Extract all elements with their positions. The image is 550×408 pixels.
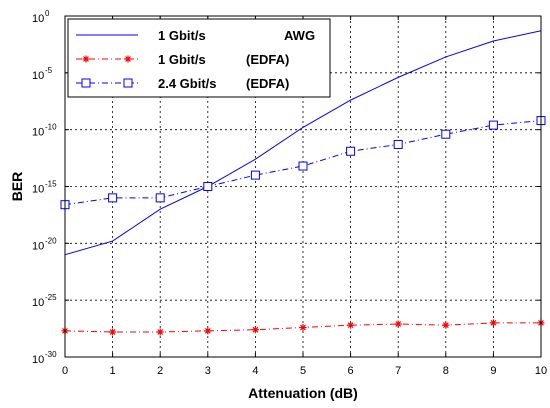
y-tick-label: 10 -30 bbox=[32, 350, 57, 366]
data-point-square bbox=[298, 161, 308, 171]
data-point-star bbox=[489, 319, 497, 327]
data-point-star bbox=[204, 327, 212, 335]
data-point-square bbox=[203, 182, 213, 191]
data-point-star bbox=[347, 321, 355, 329]
legend-suffix: (EDFA) bbox=[246, 76, 289, 91]
y-tick-label: 10 -10 bbox=[32, 123, 57, 139]
y-tick-label: 10 -5 bbox=[32, 66, 53, 82]
legend-name: 1 Gbit/s bbox=[158, 52, 206, 67]
star-stroke bbox=[125, 56, 131, 62]
x-tick-label: 4 bbox=[252, 365, 258, 377]
star-stroke bbox=[395, 321, 402, 327]
y-tick-base: 10 bbox=[32, 354, 44, 366]
y-tick-base: 10 bbox=[32, 70, 44, 82]
y-tick-exponent: -5 bbox=[45, 66, 53, 75]
legend-entry: 1 Gbit/s AWG bbox=[76, 28, 315, 43]
y-tick-exponent: -10 bbox=[45, 123, 57, 132]
y-tick-exponent: -20 bbox=[45, 236, 57, 245]
y-tick-exponent: 0 bbox=[45, 9, 50, 18]
y-tick-base: 10 bbox=[32, 127, 44, 139]
x-tick-label: 9 bbox=[490, 365, 496, 377]
x-axis-label: Attenuation (dB) bbox=[248, 385, 358, 401]
y-tick-base: 10 bbox=[32, 240, 44, 252]
star-stroke bbox=[204, 327, 211, 334]
data-point-star bbox=[299, 323, 307, 331]
legend-suffix: AWG bbox=[284, 28, 315, 43]
data-point-star bbox=[394, 320, 402, 328]
y-tick-exponent: -25 bbox=[45, 293, 57, 302]
data-point-square bbox=[81, 78, 91, 88]
legend-box bbox=[67, 18, 331, 98]
y-tick-base: 10 bbox=[32, 184, 44, 196]
x-tick-label: 7 bbox=[395, 365, 401, 377]
star-stroke bbox=[347, 322, 354, 329]
data-point-square bbox=[123, 78, 133, 88]
x-axis-ticks: 0 1 2 3 4 5 6 7 8 9 10 bbox=[62, 16, 547, 377]
y-axis-label: BER bbox=[9, 172, 25, 202]
y-tick-exponent: -15 bbox=[45, 180, 57, 189]
series-0 bbox=[64, 30, 542, 256]
data-point-star bbox=[124, 55, 132, 63]
star-stroke bbox=[442, 322, 449, 329]
star-stroke bbox=[109, 329, 116, 335]
data-point-square bbox=[155, 193, 165, 203]
star-stroke bbox=[83, 56, 89, 62]
y-tick-base: 10 bbox=[32, 13, 44, 25]
x-tick-label: 6 bbox=[348, 365, 354, 377]
data-point-star bbox=[251, 326, 259, 334]
x-tick-label: 10 bbox=[535, 365, 547, 377]
legend-entry: 2.4 Gbit/s (EDFA) bbox=[76, 76, 289, 91]
y-tick-exponent: -30 bbox=[45, 350, 57, 359]
series-line bbox=[64, 120, 542, 206]
legend-suffix: (EDFA) bbox=[246, 52, 289, 67]
x-tick-label: 8 bbox=[443, 365, 449, 377]
legend-entry: 1 Gbit/s (EDFA) bbox=[76, 52, 289, 67]
y-tick-base: 10 bbox=[32, 297, 44, 309]
y-tick-label: 10 -15 bbox=[32, 180, 57, 196]
x-tick-label: 0 bbox=[62, 365, 68, 377]
data-point-square bbox=[441, 129, 451, 139]
x-tick-label: 5 bbox=[300, 365, 306, 377]
x-tick-label: 1 bbox=[110, 365, 116, 377]
x-tick-label: 3 bbox=[205, 365, 211, 377]
x-tick-label: 2 bbox=[157, 365, 163, 377]
series-line bbox=[64, 30, 542, 256]
star-stroke bbox=[300, 324, 306, 331]
star-stroke bbox=[490, 320, 497, 326]
legend: 1 Gbit/s AWG 1 Gbit/s (EDFA) 2.4 Gbit/s (EDFA… bbox=[67, 18, 331, 98]
star-stroke bbox=[252, 326, 259, 333]
y-tick-label: 10 -20 bbox=[32, 236, 57, 252]
data-point-star bbox=[156, 328, 164, 336]
data-point-square bbox=[488, 120, 498, 130]
data-point-square bbox=[346, 146, 356, 156]
star-stroke bbox=[157, 329, 164, 335]
legend-name: 1 Gbit/s bbox=[158, 28, 206, 43]
series-layer bbox=[60, 30, 546, 336]
data-point-star bbox=[442, 321, 450, 329]
data-point-star bbox=[109, 328, 117, 336]
legend-name: 2.4 Gbit/s bbox=[158, 76, 217, 91]
data-point-square bbox=[393, 139, 403, 149]
data-point-star bbox=[82, 55, 90, 63]
data-point-square bbox=[108, 193, 118, 203]
y-tick-label: 10 -25 bbox=[32, 293, 57, 309]
data-point-square bbox=[250, 170, 260, 180]
y-tick-label: 10 0 bbox=[32, 9, 50, 25]
